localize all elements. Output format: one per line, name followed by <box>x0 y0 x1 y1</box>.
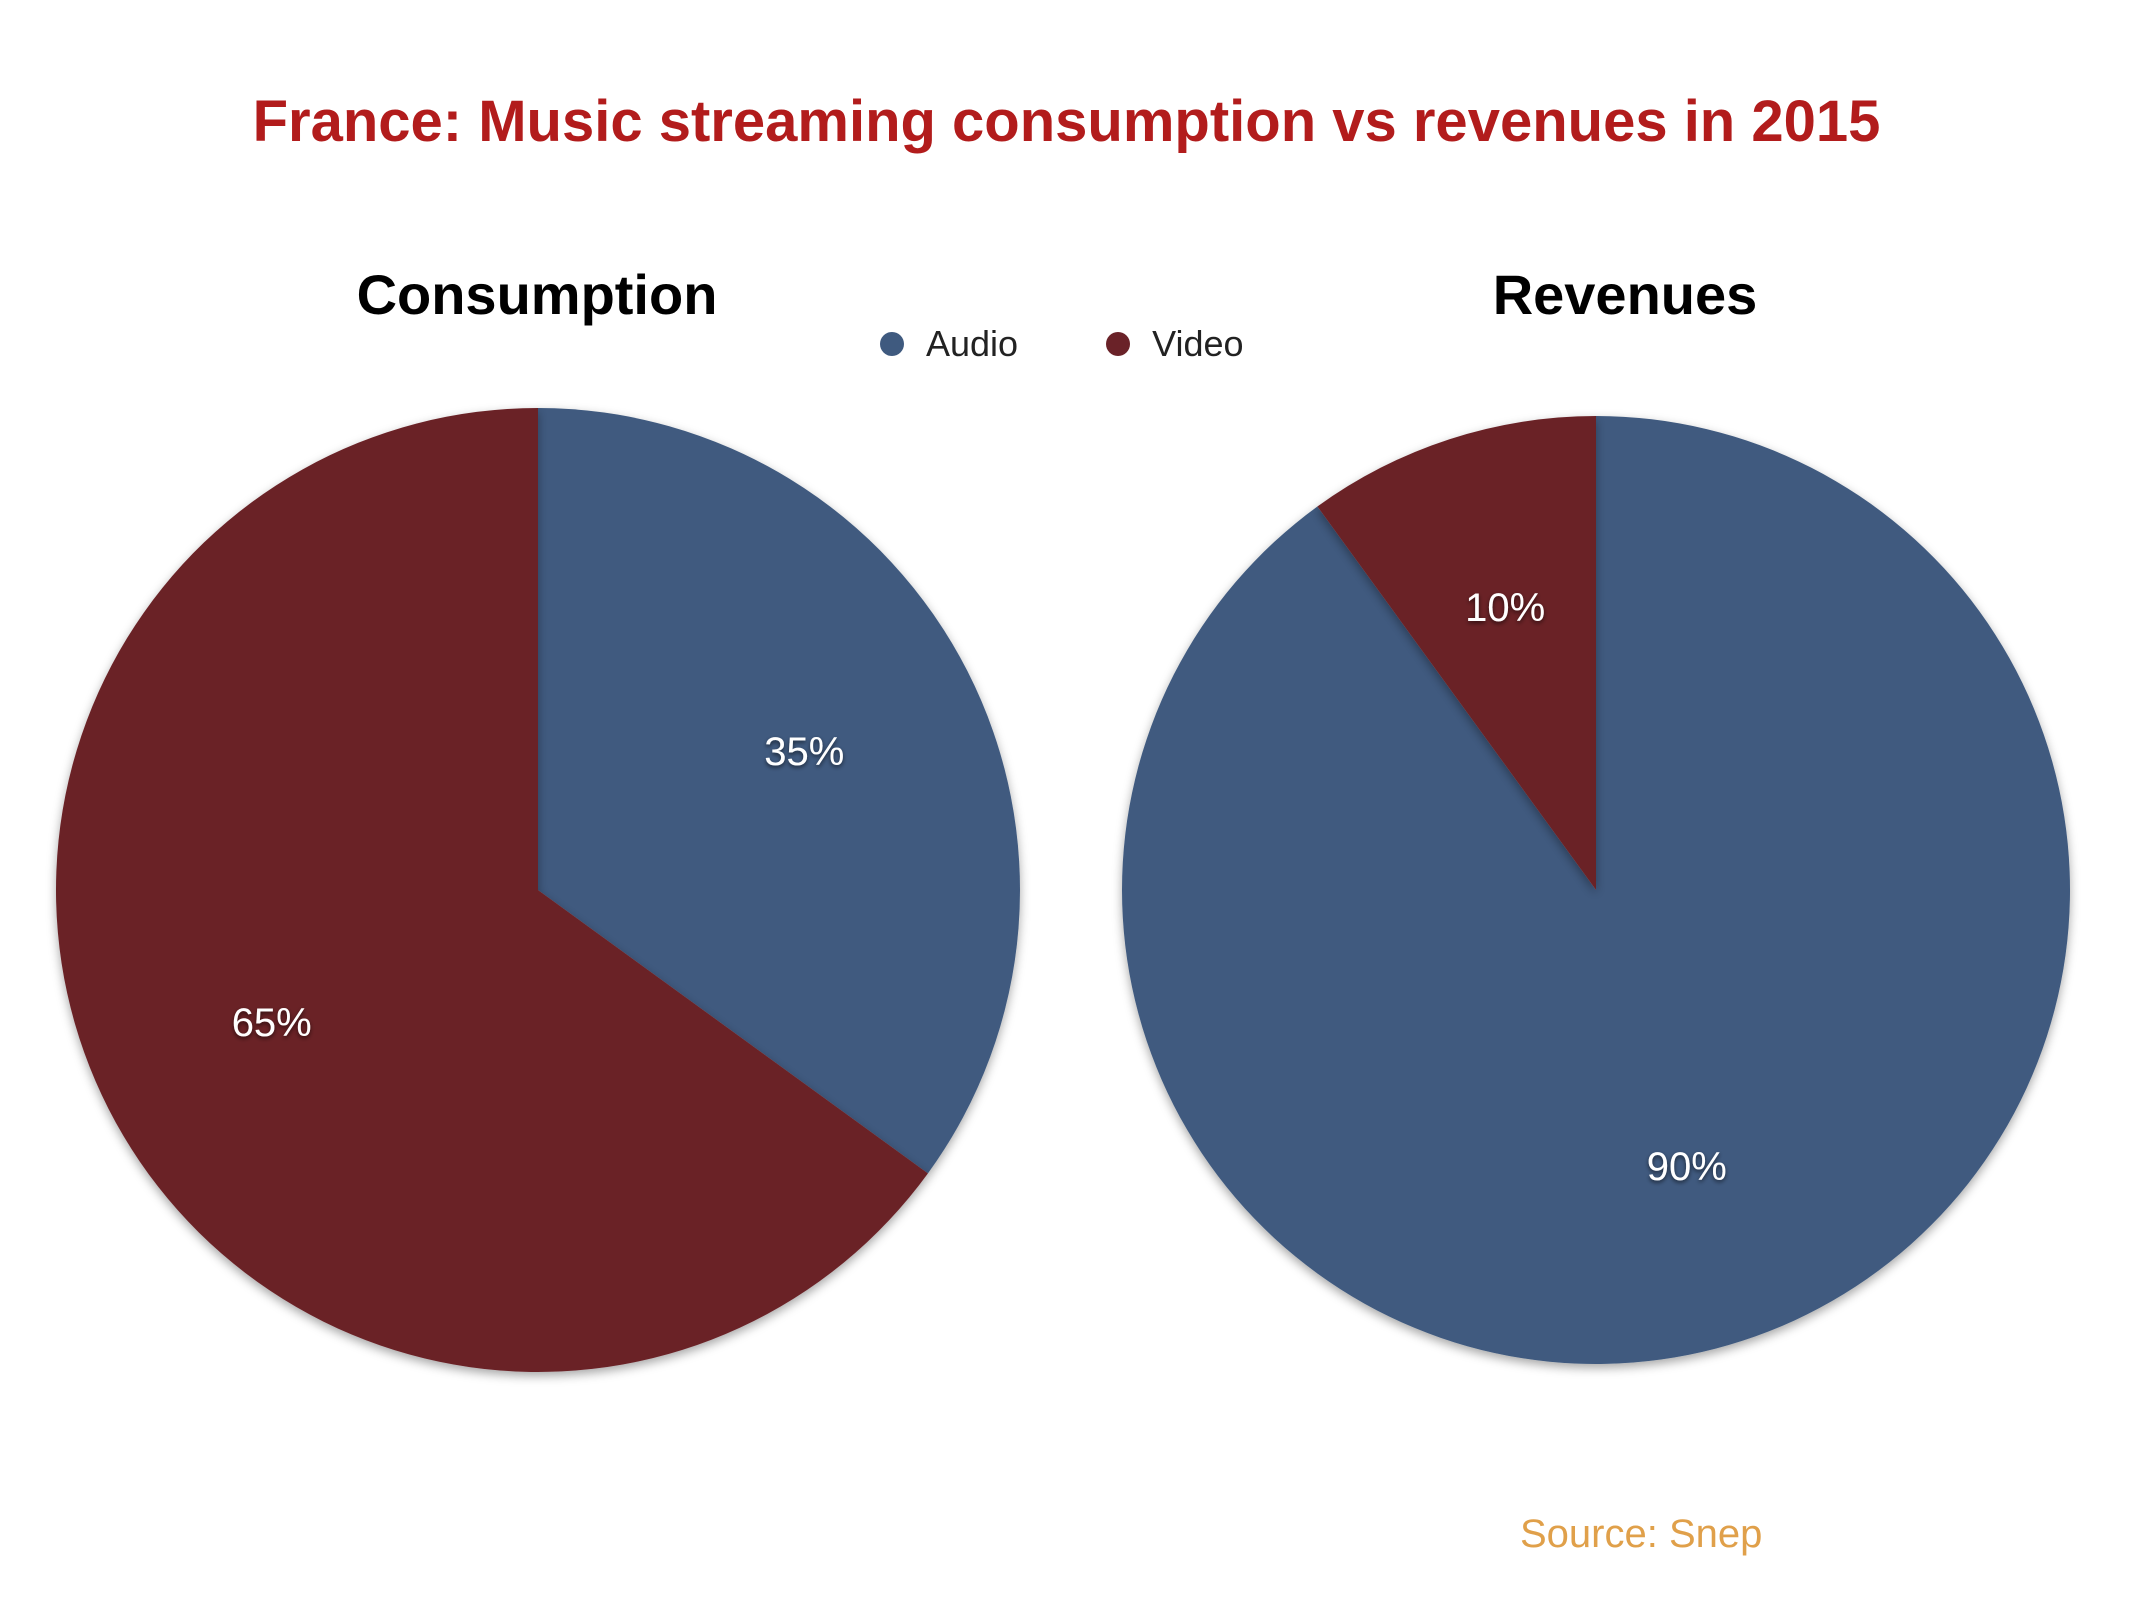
legend-item-audio: Audio <box>880 323 1018 365</box>
legend-item-video: Video <box>1106 323 1244 365</box>
consumption-chart-title: Consumption <box>356 263 718 326</box>
pie-label-audio: 35% <box>764 730 844 774</box>
legend-label-audio: Audio <box>926 323 1019 364</box>
pie-label-video: 10% <box>1465 586 1545 630</box>
page-title: France: Music streaming consumption vs r… <box>252 89 1881 154</box>
pie-label-audio: 90% <box>1647 1145 1727 1189</box>
revenues-pie: 90% 10% <box>1121 416 2070 1364</box>
legend: Audio Video <box>880 322 1332 366</box>
pie-slice-audio <box>538 408 1020 1174</box>
pie-label-video: 65% <box>232 1001 312 1045</box>
pie-slice-video <box>1317 416 1596 890</box>
revenues-chart-title: Revenues <box>1492 263 1758 326</box>
legend-swatch-video <box>1106 332 1131 356</box>
pie-slice-video <box>56 408 928 1372</box>
source-note: Source: Snep <box>1520 1512 1763 1556</box>
legend-label-video: Video <box>1152 323 1244 364</box>
legend-swatch-audio <box>880 332 904 356</box>
consumption-pie: 35% 65% <box>56 408 1020 1372</box>
